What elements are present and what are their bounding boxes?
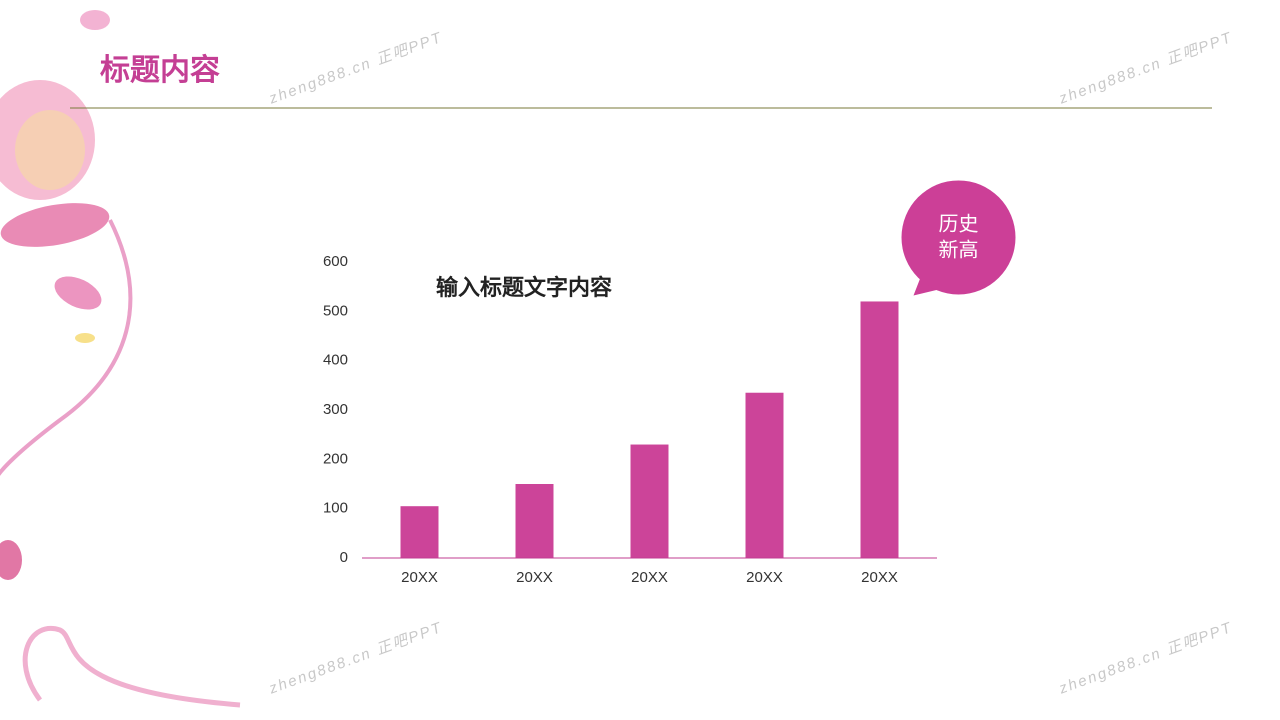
x-tick-label: 20XX xyxy=(746,569,783,586)
y-tick-label: 200 xyxy=(323,450,348,467)
x-tick-label: 20XX xyxy=(401,569,438,586)
floral-decoration xyxy=(0,10,241,708)
callout-bubble xyxy=(901,180,1016,295)
callout-text: 历史 xyxy=(939,213,979,236)
y-tick-label: 500 xyxy=(323,302,348,319)
x-tick-label: 20XX xyxy=(631,569,668,586)
callout-bubble xyxy=(913,277,939,296)
bar xyxy=(515,484,554,558)
bar xyxy=(860,301,899,558)
chart-title: 输入标题文字内容 xyxy=(436,275,612,300)
watermark: zheng888.cn 正吧PPT xyxy=(266,29,445,108)
watermark: zheng888.cn 正吧PPT xyxy=(1056,29,1235,108)
y-tick-label: 400 xyxy=(323,352,348,369)
bar xyxy=(745,392,784,558)
x-tick-label: 20XX xyxy=(516,569,553,586)
callout-text: 新高 xyxy=(939,239,979,262)
x-tick-label: 20XX xyxy=(861,569,898,586)
y-tick-label: 600 xyxy=(323,253,348,270)
y-tick-label: 300 xyxy=(323,401,348,418)
bar xyxy=(630,444,669,558)
slide-title: 标题内容 xyxy=(100,54,220,87)
watermark: zheng888.cn 正吧PPT xyxy=(266,619,445,698)
watermark: zheng888.cn 正吧PPT xyxy=(1056,619,1235,698)
y-tick-label: 100 xyxy=(323,500,348,517)
y-tick-label: 0 xyxy=(340,549,348,566)
bar xyxy=(400,506,439,558)
